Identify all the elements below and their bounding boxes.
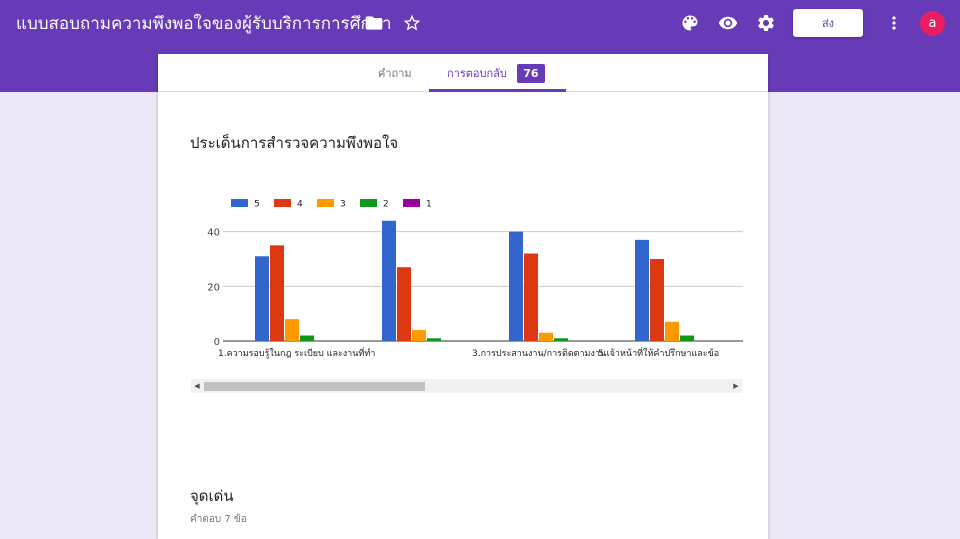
- tab-responses[interactable]: การตอบกลับ 76: [447, 54, 545, 92]
- bar: [285, 319, 299, 341]
- gear-icon[interactable]: [754, 11, 778, 35]
- scroll-left-icon[interactable]: ◀: [194, 382, 200, 390]
- bar-chart: 0 20 40 5 4 3 2 1 1.ความรอบรู้ในกฎ ระเบียบ และงา…: [207, 199, 743, 359]
- responses-count-badge: 76: [516, 63, 545, 83]
- y-tick-label: 20: [207, 282, 220, 293]
- y-tick-label: 0: [214, 337, 220, 348]
- legend-label: 2: [383, 200, 389, 210]
- legend-swatch: [231, 199, 248, 207]
- legend-label: 4: [297, 200, 303, 210]
- scroll-thumb[interactable]: [204, 382, 425, 391]
- bar: [397, 267, 411, 341]
- tab-questions[interactable]: คำถาม: [378, 54, 412, 92]
- bar: [524, 253, 538, 341]
- section-title: ประเด็นการสำรวจความพึงพอใจ: [190, 134, 399, 152]
- form-title[interactable]: แบบสอบถามความพึงพอใจของผู้รับบริการการศึ…: [16, 14, 392, 34]
- bar: [255, 256, 269, 341]
- active-tab-indicator: [429, 89, 566, 92]
- legend-label: 5: [254, 200, 260, 210]
- palette-icon[interactable]: [678, 11, 702, 35]
- bar: [509, 231, 523, 341]
- legend-swatch: [274, 199, 291, 207]
- bar: [427, 338, 441, 341]
- legend-swatch: [317, 199, 334, 207]
- bar: [635, 239, 649, 341]
- bar: [554, 338, 568, 341]
- y-tick-label: 40: [207, 228, 220, 239]
- x-tick-label: 5.เจ้าหน้าที่ให้คำปรึกษาและข้อ: [598, 346, 719, 359]
- bar: [539, 332, 553, 341]
- folder-icon[interactable]: [362, 11, 386, 35]
- bar: [300, 335, 314, 341]
- avatar[interactable]: a: [920, 11, 945, 36]
- tab-questions-label: คำถาม: [378, 67, 412, 80]
- tabs-bar: คำถาม การตอบกลับ 76: [158, 54, 768, 92]
- legend-swatch: [403, 199, 420, 207]
- tab-responses-label: การตอบกลับ: [447, 67, 507, 80]
- eye-icon[interactable]: [716, 11, 740, 35]
- section-title-highlights: จุดเด่น: [190, 487, 234, 505]
- bar: [412, 330, 426, 341]
- bar: [382, 220, 396, 341]
- bar: [270, 245, 284, 341]
- bar: [680, 335, 694, 341]
- responses-panel: คำถาม การตอบกลับ 76 ประเด็นการสำรวจความพ…: [158, 54, 768, 539]
- star-icon[interactable]: [400, 11, 424, 35]
- bar: [665, 321, 679, 341]
- send-button[interactable]: ส่ง: [793, 9, 863, 37]
- more-vert-icon[interactable]: [882, 11, 906, 35]
- x-tick-label: 3.การประสานงาน/การติดตามงาน: [472, 348, 606, 359]
- legend-label: 3: [340, 200, 346, 210]
- scroll-right-icon[interactable]: ▶: [733, 382, 739, 390]
- bar: [650, 259, 664, 341]
- chart-horizontal-scrollbar[interactable]: ◀ ▶: [191, 379, 742, 393]
- response-count-text: คำตอบ 7 ข้อ: [190, 514, 247, 525]
- legend-swatch: [360, 199, 377, 207]
- legend-label: 1: [426, 200, 432, 210]
- x-tick-label: 1.ความรอบรู้ในกฎ ระเบียบ และงานที่ทำ: [218, 346, 375, 359]
